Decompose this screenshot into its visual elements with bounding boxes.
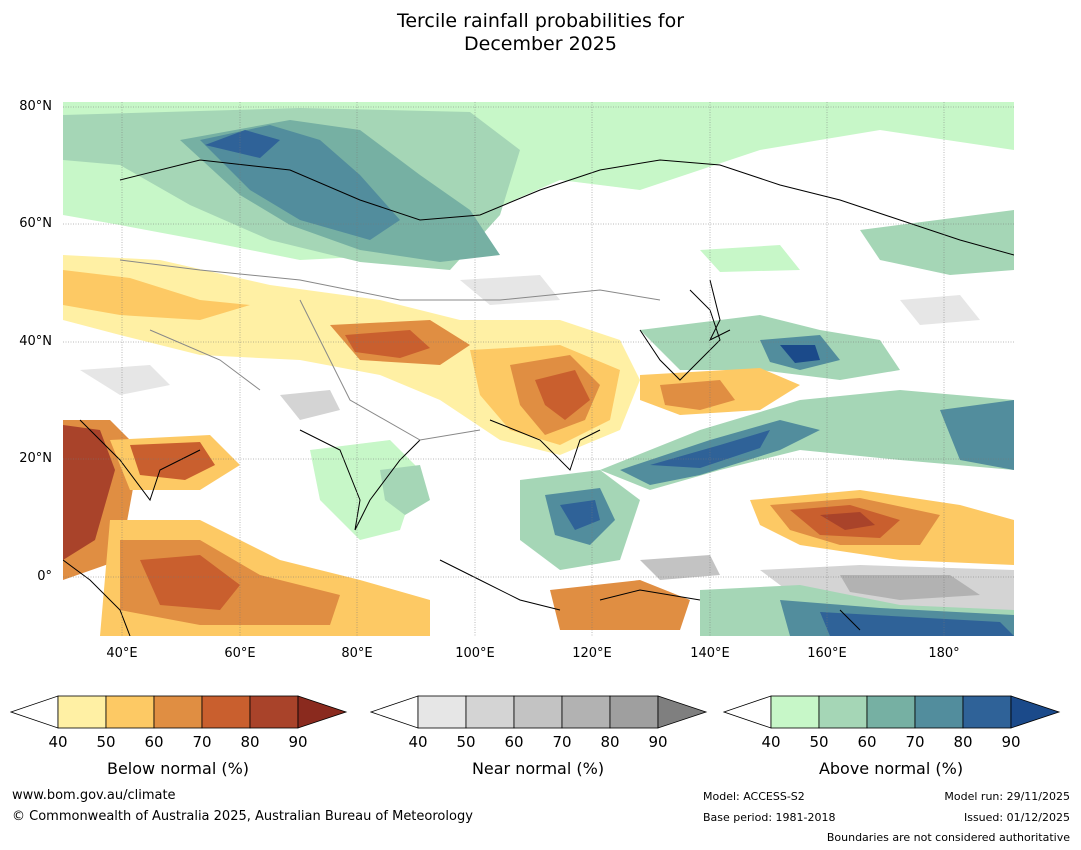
lon-label-40e: 40°E: [106, 646, 138, 661]
colorbar-segment: [561, 695, 611, 729]
lon-label-120e: 120°E: [572, 646, 612, 661]
colorbar-under-triangle: [370, 695, 419, 729]
colorbar-segment: [914, 695, 964, 729]
probability-field: [63, 102, 1014, 636]
lon-label-80e: 80°E: [341, 646, 373, 661]
colorbar-segment: [57, 695, 107, 729]
lon-label-160e: 160°E: [807, 646, 847, 661]
colorbar-tick-label: 60: [144, 733, 164, 751]
colorbar-tick-label: 40: [761, 733, 781, 751]
map-title-line-1: Tercile rainfall probabilities for: [396, 10, 685, 32]
colorbar-segment: [513, 695, 563, 729]
footer-disclaimer: Boundaries are not considered authoritat…: [826, 831, 1070, 844]
lon-label-140e: 140°E: [690, 646, 730, 661]
colorbar-tick-label: 90: [1001, 733, 1021, 751]
colorbar-segment: [1010, 695, 1061, 729]
colorbar-tick-label: 70: [905, 733, 925, 751]
colorbar-segment: [818, 695, 868, 729]
colorbar-tick-label: 70: [192, 733, 212, 751]
colorbar-tick-label: 90: [648, 733, 668, 751]
colorbar-near-normal-label: Near normal (%): [471, 759, 605, 778]
colorbar-segment: [609, 695, 659, 729]
colorbar-tick-label: 40: [408, 733, 428, 751]
colorbar-segment: [465, 695, 515, 729]
lat-label-60n: 60°N: [19, 216, 52, 231]
colorbar-above-normal: [723, 695, 1061, 729]
lon-label-60e: 60°E: [224, 646, 256, 661]
footer-issued: Issued: 01/12/2025: [963, 811, 1070, 824]
colorbar-tick-label: 40: [48, 733, 68, 751]
lon-label-100e: 100°E: [455, 646, 495, 661]
colorbar-tick-label: 90: [288, 733, 308, 751]
colorbar-tick-label: 80: [240, 733, 260, 751]
colorbar-tick-label: 60: [857, 733, 877, 751]
colorbar-segment: [201, 695, 251, 729]
colorbar-near-normal: [370, 695, 708, 729]
colorbar-segment: [962, 695, 1012, 729]
colorbar-segment: [866, 695, 916, 729]
colorbar-segment: [770, 695, 820, 729]
lon-label-180: 180°: [928, 646, 960, 661]
colorbar-tick-label: 50: [456, 733, 476, 751]
colorbar-tick-label: 80: [600, 733, 620, 751]
colorbar-below-normal: [10, 695, 348, 729]
colorbar-under-triangle: [10, 695, 59, 729]
lat-label-20n: 20°N: [19, 451, 52, 466]
lat-label-0: 0°: [37, 569, 52, 584]
footer-copyright: © Commonwealth of Australia 2025, Austra…: [12, 809, 473, 824]
lat-label-40n: 40°N: [19, 334, 52, 349]
colorbar-below-normal-label: Below normal (%): [106, 759, 250, 778]
map-title-line-2: December 2025: [464, 33, 617, 55]
map-gridlines: [63, 102, 1014, 636]
colorbar-segment: [417, 695, 467, 729]
colorbar-segment: [153, 695, 203, 729]
footer-model: Model: ACCESS-S2: [703, 790, 805, 803]
colorbar-segment: [249, 695, 299, 729]
colorbar-tick-label: 50: [96, 733, 116, 751]
colorbar-above-normal-label: Above normal (%): [818, 759, 964, 778]
lat-label-80n: 80°N: [19, 99, 52, 114]
colorbar-segment: [657, 695, 708, 729]
colorbar-tick-label: 50: [809, 733, 829, 751]
footer-base-period: Base period: 1981-2018: [703, 811, 836, 824]
footer-website: www.bom.gov.au/climate: [12, 788, 176, 803]
colorbar-under-triangle: [723, 695, 772, 729]
colorbar-segment: [297, 695, 348, 729]
colorbar-tick-label: 60: [504, 733, 524, 751]
colorbar-segment: [105, 695, 155, 729]
footer-model-run: Model run: 29/11/2025: [944, 790, 1070, 803]
colorbar-tick-label: 80: [953, 733, 973, 751]
colorbar-tick-label: 70: [552, 733, 572, 751]
